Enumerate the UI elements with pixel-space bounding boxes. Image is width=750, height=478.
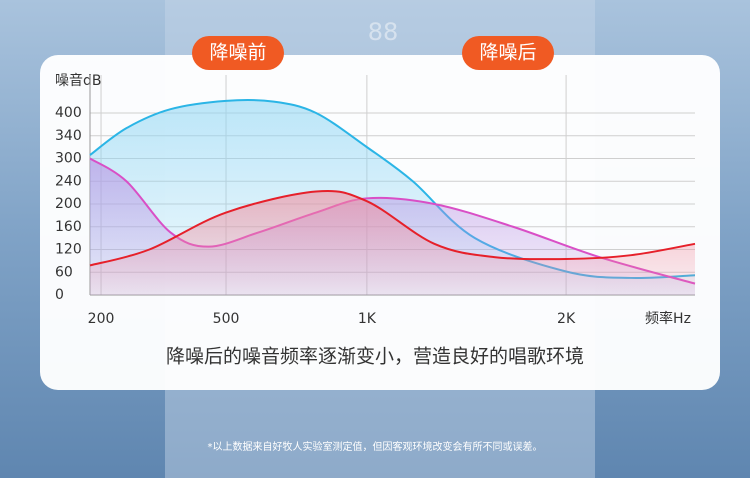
y-tick-label: 300: [55, 151, 82, 167]
footnote: *以上数据来自好牧人实验室测定值，但因客观环境改变会有所不同或误差。: [208, 440, 543, 453]
caption: 降噪后的噪音频率逐渐变小，营造良好的唱歌环境: [166, 346, 584, 368]
y-tick-label: 160: [55, 219, 82, 235]
y-tick-label: 240: [55, 173, 82, 189]
x-tick-label: 200: [88, 311, 115, 327]
badge-label: 降噪后: [479, 42, 536, 64]
plot: 0 60 120 160 200 240 300 340 400 200 500 1K 2K: [55, 75, 696, 327]
y-tick-label: 200: [55, 196, 82, 212]
area: [90, 190, 695, 295]
device-display: 88: [368, 18, 399, 46]
line: [89, 189, 696, 267]
x-tick-label: 2K: [557, 311, 576, 327]
y-tick-label: 120: [55, 242, 82, 258]
x-tick-label: 1K: [358, 311, 377, 327]
x-tick-label: 500: [213, 311, 240, 327]
y-tick-label: 340: [55, 128, 82, 144]
y-axis-label: 噪音dB: [55, 72, 102, 89]
badge: [462, 36, 554, 70]
y-tick-label: 60: [55, 264, 73, 280]
badge: [192, 36, 284, 70]
y-tick-label: 0: [55, 287, 64, 303]
badge-label: 降噪前: [209, 42, 266, 64]
y-tick-label: 400: [55, 105, 82, 121]
x-axis-label: 频率Hz: [645, 310, 691, 327]
